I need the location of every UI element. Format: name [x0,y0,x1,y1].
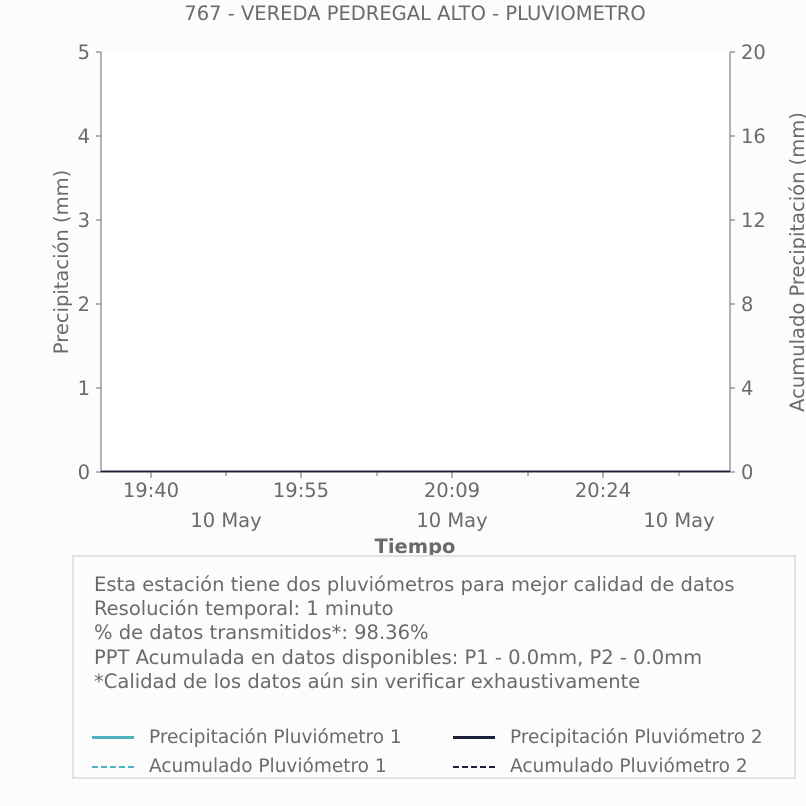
legend-label-p2: Precipitación Pluviómetro 2 [510,727,763,748]
info-text: Esta estación tiene dos pluviómetros par… [94,573,735,694]
x-tick-time-label: 20:24 [575,479,631,502]
legend: Precipitación Pluviómetro 1 Precipitació… [92,727,792,787]
y-axis-label: Precipitación (mm) [50,170,73,354]
x-axis-label: Tiempo [375,535,456,556]
x-tick-date-label: 10 May [416,509,487,532]
x-tick-date-label: 10 May [643,509,714,532]
legend-swatch-acc2 [453,765,495,768]
legend-item-acc2: Acumulado Pluviómetro 2 [453,756,748,777]
x-axis-ticks: 19:40 19:55 20:09 20:24 10 May 10 May 10 May [123,472,715,532]
y-tick-label: 2 [78,293,90,316]
y-tick-label: 3 [78,209,90,232]
info-panel: Esta estación tiene dos pluviómetros par… [72,555,796,779]
legend-swatch-acc1 [92,765,134,768]
plot-area [101,52,730,472]
y2-axis-ticks: 0 4 8 12 16 20 [730,41,766,484]
info-line-accumulated: PPT Acumulada en datos disponibles: P1 -… [94,645,703,669]
info-line-stations: Esta estación tiene dos pluviómetros par… [94,573,735,596]
legend-item-acc1: Acumulado Pluviómetro 1 [92,756,387,777]
y2-tick-label: 4 [741,377,753,400]
legend-label-acc1: Acumulado Pluviómetro 1 [149,756,387,777]
x-tick-date-label: 10 May [190,509,261,532]
info-line-transmitted: % de datos transmitidos*: 98.36% [94,621,429,645]
legend-item-p2: Precipitación Pluviómetro 2 [453,727,763,748]
y-tick-label: 1 [78,377,90,400]
y2-tick-label: 20 [741,41,766,64]
x-tick-time-label: 20:09 [424,479,480,502]
y-tick-label: 5 [78,41,90,64]
y2-axis-label: Acumulado Precipitación (mm) [786,112,806,412]
legend-swatch-p2 [453,736,495,739]
legend-item-p1: Precipitación Pluviómetro 1 [92,727,402,748]
legend-label-acc2: Acumulado Pluviómetro 2 [510,756,748,777]
legend-label-p1: Precipitación Pluviómetro 1 [149,727,402,748]
y2-tick-label: 8 [741,293,753,316]
y2-tick-label: 0 [741,461,753,484]
y-tick-label: 0 [78,461,90,484]
legend-swatch-p1 [92,736,134,739]
y-tick-label: 4 [78,125,90,148]
rainfall-chart: 767 - VEREDA PEDREGAL ALTO - PLUVIOMETRO… [50,2,806,556]
y-axis-ticks: 0 1 2 3 4 5 [78,41,101,484]
chart-title: 767 - VEREDA PEDREGAL ALTO - PLUVIOMETRO [184,2,645,25]
info-line-resolution: Resolución temporal: 1 minuto [94,597,394,621]
y2-tick-label: 16 [741,125,766,148]
info-line-quality-note: *Calidad de los datos aún sin verificar … [94,669,641,693]
x-tick-time-label: 19:40 [123,479,179,502]
x-tick-time-label: 19:55 [273,479,329,502]
y2-tick-label: 12 [741,209,766,232]
